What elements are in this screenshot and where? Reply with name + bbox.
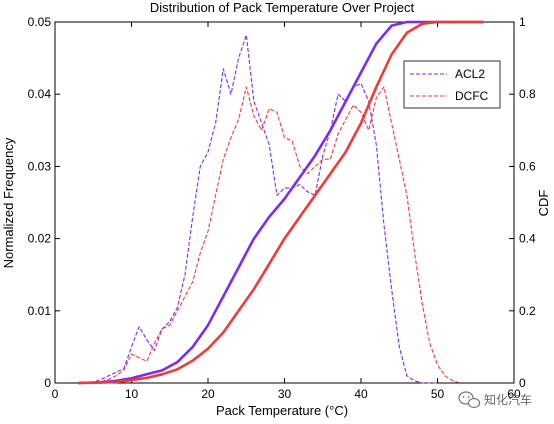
x-tick-label: 20 <box>201 387 215 401</box>
y-tick-label: 0.04 <box>28 87 52 101</box>
x-tick-label: 0 <box>52 387 59 401</box>
y-tick-label: 0.02 <box>28 232 52 246</box>
series-layer <box>77 20 484 385</box>
y2-axis-ticks: 0 0.2 0.4 0.6 0.8 1 <box>509 15 536 390</box>
y-tick-label: 0.01 <box>28 304 52 318</box>
x-axis-ticks: 0 10 20 30 40 50 60 <box>52 22 521 401</box>
x-axis-label: Pack Temperature (°C) <box>216 403 348 418</box>
chart-title: Distribution of Pack Temperature Over Pr… <box>150 0 415 15</box>
y-axis-label: Normalized Frequency <box>1 137 16 268</box>
x-tick-label: 50 <box>431 387 445 401</box>
legend-label-dcfc: DCFC <box>455 89 489 103</box>
y2-tick-label: 1 <box>519 15 526 29</box>
y2-tick-label: 0.8 <box>519 87 536 101</box>
y-axis-ticks: 0 0.01 0.02 0.03 0.04 0.05 <box>28 15 60 390</box>
legend: ACL2 DCFC <box>403 60 501 109</box>
y2-tick-label: 0.6 <box>519 159 536 173</box>
legend-label-acl2: ACL2 <box>455 67 485 81</box>
y2-tick-label: 0.4 <box>519 232 536 246</box>
y-tick-label: 0.05 <box>28 15 52 29</box>
x-tick-label: 10 <box>125 387 139 401</box>
legend-box <box>403 60 501 109</box>
y-tick-label: 0 <box>44 376 51 390</box>
x-tick-label: 30 <box>278 387 292 401</box>
watermark: 知化汽车 <box>458 391 532 409</box>
y-tick-label: 0.03 <box>28 159 52 173</box>
x-tick-label: 40 <box>354 387 368 401</box>
y2-tick-label: 0 <box>519 376 526 390</box>
series-dcfc-cdf-line <box>77 20 484 385</box>
series-acl2-cdf-line <box>77 20 484 385</box>
y2-axis-label: CDF <box>536 190 551 217</box>
x-tick-label: 60 <box>507 387 521 401</box>
y2-tick-label: 0.2 <box>519 304 536 318</box>
wechat-icon <box>458 391 481 409</box>
watermark-text: 知化汽车 <box>484 392 532 407</box>
